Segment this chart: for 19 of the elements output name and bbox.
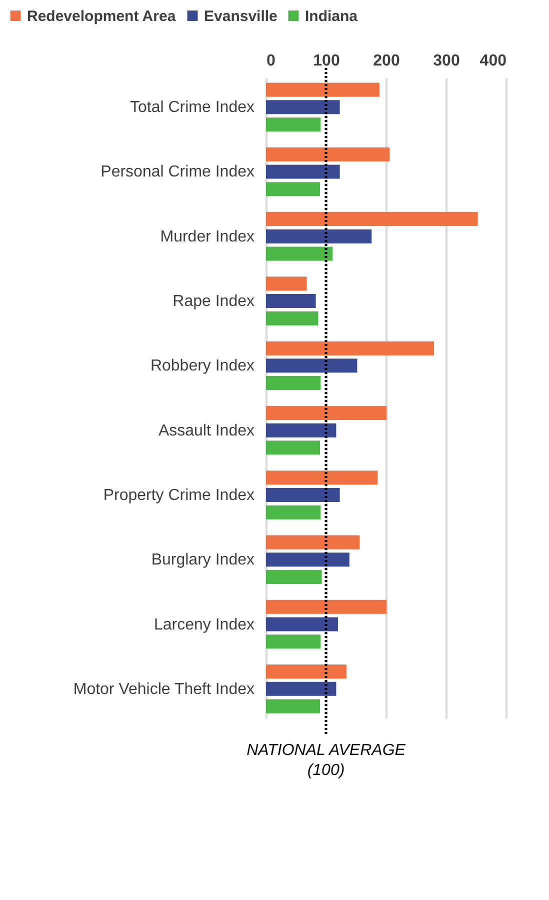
y-tick-label: Burglary Index (151, 552, 254, 569)
x-tick-label: 300 (433, 52, 460, 70)
ref-line-label: NATIONAL AVERAGE (100) (246, 742, 406, 779)
x-tick-label: 0 (266, 52, 276, 70)
y-tick-label: Murder Index (160, 228, 254, 246)
x-tick-label: 200 (373, 52, 400, 70)
y-tick-label: Personal Crime Index (100, 164, 254, 181)
y-tick-label: Robbery Index (150, 358, 254, 375)
y-tick-label: Rape Index (172, 293, 254, 310)
x-tick-label: 100 (313, 52, 340, 70)
y-tick-label: Motor Vehicle Theft Index (73, 680, 254, 698)
y-tick-label: Assault Index (158, 422, 254, 440)
x-tick-label: 400 (480, 52, 507, 70)
legend-label: Redevelopment Area (27, 8, 176, 25)
y-tick-label: Total Crime Index (130, 99, 254, 116)
y-tick-label: Property Crime Index (103, 486, 254, 504)
y-tick-label: Larceny Index (154, 616, 254, 634)
legend-label: Evansville (204, 8, 278, 25)
legend-label: Indiana (305, 8, 358, 25)
